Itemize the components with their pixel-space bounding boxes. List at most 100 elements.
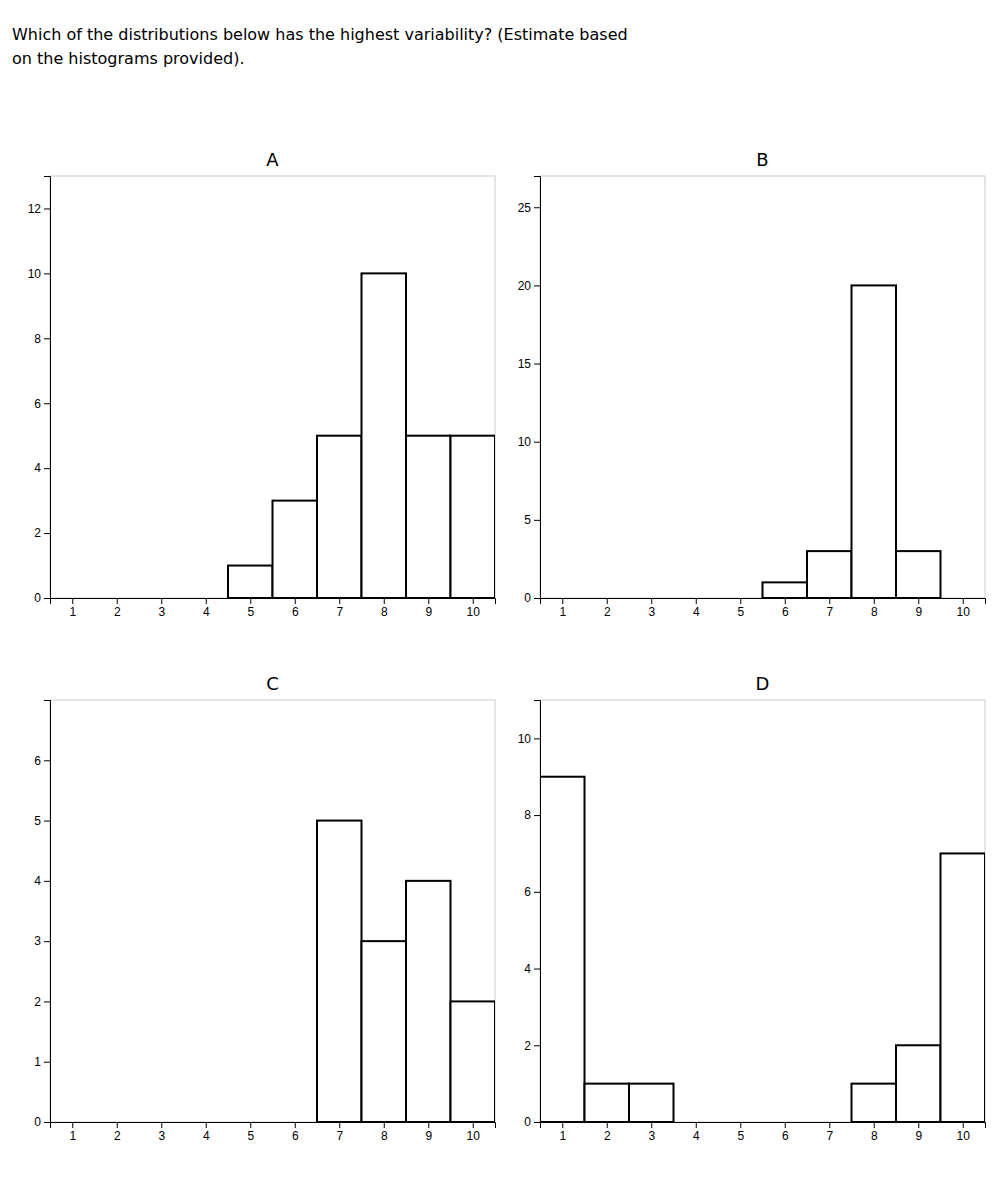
- bars: [317, 821, 495, 1122]
- tick-label: 1: [69, 1129, 76, 1143]
- tick-label: 3: [648, 1129, 655, 1143]
- tick: 0: [34, 1115, 50, 1129]
- tick: 3: [34, 934, 50, 948]
- tick-mark: [785, 598, 786, 604]
- tick-label: 10: [957, 605, 971, 619]
- tick-label: 3: [34, 934, 41, 948]
- tick-mark: [696, 598, 697, 604]
- tick-mark: [339, 598, 340, 604]
- tick-mark: [44, 821, 50, 822]
- tick: 9: [915, 1122, 922, 1143]
- tick-mark: [534, 442, 540, 443]
- tick: 2: [604, 598, 611, 619]
- tick-label: 0: [34, 591, 41, 605]
- tick: 1: [34, 1055, 50, 1069]
- tick: 2: [114, 1122, 121, 1143]
- bars: [540, 777, 985, 1122]
- bar: [941, 853, 986, 1122]
- tick-label: 3: [158, 1129, 165, 1143]
- tick-label: 9: [915, 605, 922, 619]
- tick: 6: [524, 885, 540, 899]
- tick-mark: [534, 969, 540, 970]
- tick: 1: [559, 1122, 566, 1143]
- axis-line: [51, 599, 496, 605]
- tick: 4: [203, 598, 210, 619]
- bar: [585, 1084, 630, 1122]
- tick: 3: [158, 1122, 165, 1143]
- tick-mark: [534, 285, 540, 286]
- tick-mark: [384, 1122, 385, 1128]
- tick-mark: [829, 598, 830, 604]
- bar: [763, 582, 808, 598]
- bar: [896, 551, 941, 598]
- tick-mark: [963, 598, 964, 604]
- tick-mark: [651, 1122, 652, 1128]
- tick-label: 6: [782, 605, 789, 619]
- axis-line: [534, 701, 541, 1123]
- plot-frame: [50, 176, 495, 598]
- tick-mark: [117, 1122, 118, 1128]
- tick-mark: [696, 1122, 697, 1128]
- tick-mark: [473, 1122, 474, 1128]
- bars: [763, 285, 941, 598]
- plot-frame: [50, 700, 495, 1122]
- tick: 8: [871, 1122, 878, 1143]
- tick-mark: [562, 598, 563, 604]
- tick-label: 3: [158, 605, 165, 619]
- tick-label: 9: [915, 1129, 922, 1143]
- tick-mark: [874, 598, 875, 604]
- x-axis: 12345678910: [541, 1122, 986, 1143]
- title: Which of the distributions below has the…: [12, 25, 628, 68]
- tick-label: 7: [826, 1129, 833, 1143]
- tick-label: 2: [34, 995, 41, 1009]
- tick: 10: [518, 732, 540, 746]
- tick: 5: [247, 1122, 254, 1143]
- bars: [228, 273, 495, 598]
- tick: 4: [203, 1122, 210, 1143]
- tick: 1: [69, 1122, 76, 1143]
- panel-title: C: [266, 673, 279, 694]
- tick: 6: [34, 754, 50, 768]
- tick-mark: [918, 1122, 919, 1128]
- tick-mark: [534, 207, 540, 208]
- tick-label: 5: [737, 605, 744, 619]
- tick: 5: [34, 814, 50, 828]
- tick-label: 8: [34, 332, 41, 346]
- tick-label: 6: [292, 1129, 299, 1143]
- panel-title: B: [756, 149, 768, 170]
- tick-mark: [534, 892, 540, 893]
- panel: 123456789100123456: [34, 700, 495, 1143]
- tick-label: 8: [871, 605, 878, 619]
- tick-label: 8: [871, 1129, 878, 1143]
- bar: [406, 436, 451, 598]
- tick-label: 1: [34, 1055, 41, 1069]
- tick-label: 4: [693, 605, 700, 619]
- tick-label: 2: [524, 1039, 531, 1053]
- tick-label: 20: [518, 279, 532, 293]
- tick: 4: [524, 962, 540, 976]
- tick-label: 0: [524, 1115, 531, 1129]
- tick-mark: [428, 598, 429, 604]
- tick: 6: [292, 598, 299, 619]
- tick-mark: [785, 1122, 786, 1128]
- bar: [228, 566, 273, 598]
- tick: 15: [518, 357, 540, 371]
- panel-title: D: [756, 673, 770, 694]
- tick-mark: [206, 598, 207, 604]
- tick: 7: [336, 598, 343, 619]
- tick: 0: [524, 1115, 540, 1129]
- tick: 2: [524, 1039, 540, 1053]
- tick: 5: [524, 513, 540, 527]
- tick: 2: [34, 526, 50, 540]
- tick: 4: [693, 598, 700, 619]
- tick: 4: [693, 1122, 700, 1143]
- tick: 4: [34, 461, 50, 475]
- tick: 2: [114, 598, 121, 619]
- bar: [317, 821, 362, 1122]
- tick: 10: [467, 598, 481, 619]
- panel: 123456789100510152025: [518, 176, 986, 619]
- tick: 6: [782, 1122, 789, 1143]
- x-axis: 12345678910: [51, 598, 496, 619]
- tick: 1: [559, 598, 566, 619]
- tick: 7: [826, 1122, 833, 1143]
